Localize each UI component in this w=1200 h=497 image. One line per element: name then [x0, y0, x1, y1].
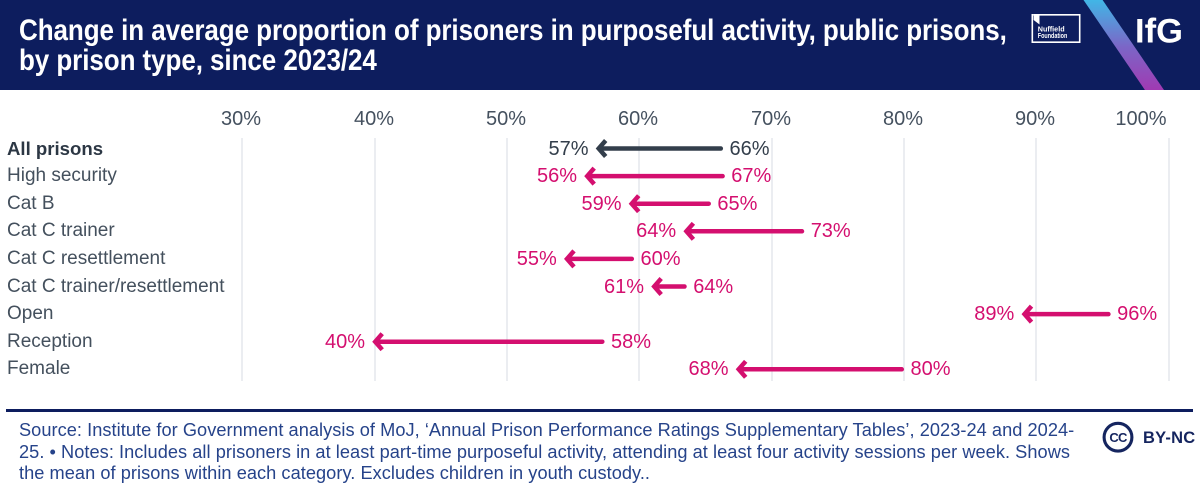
- svg-text:CC: CC: [1109, 430, 1128, 445]
- svg-text:Nuffield: Nuffield: [1038, 27, 1065, 34]
- svg-text:Foundation: Foundation: [1038, 33, 1068, 40]
- svg-text:IfG: IfG: [1135, 13, 1183, 51]
